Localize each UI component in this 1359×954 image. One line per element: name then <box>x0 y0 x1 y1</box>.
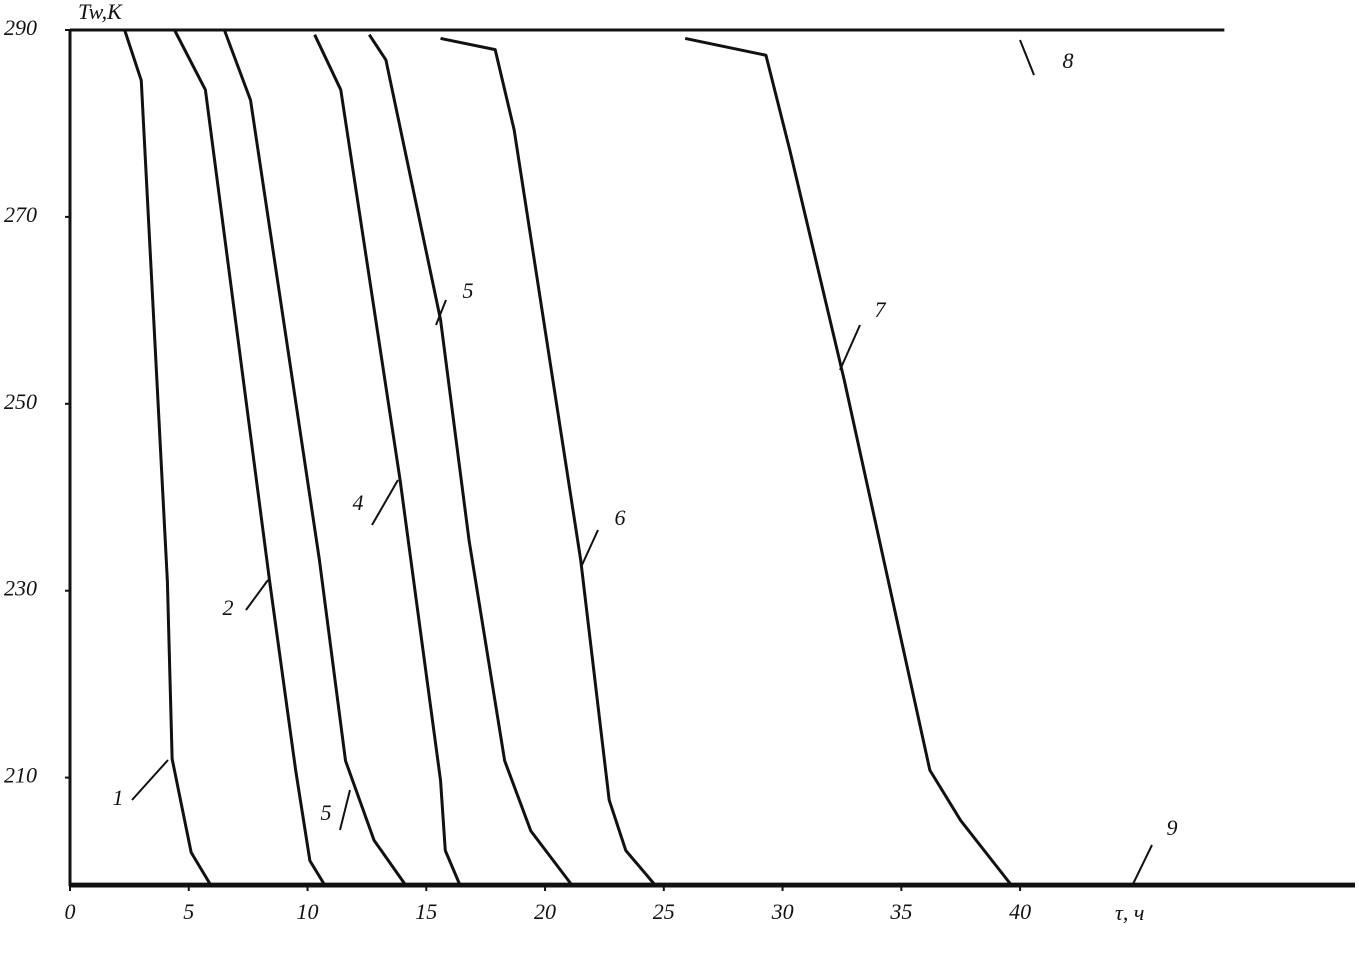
callout-leader <box>581 529 599 566</box>
y-tick-label: 210 <box>4 763 37 788</box>
y-tick-label: 290 <box>4 15 37 40</box>
series-line <box>440 36 656 886</box>
series-label: 5 <box>321 800 332 825</box>
y-tick-label: 230 <box>4 576 37 601</box>
x-tick-label: 0 <box>65 899 76 924</box>
x-tick-label: 20 <box>534 899 556 924</box>
series-line <box>222 29 407 885</box>
callout-leader <box>435 299 447 326</box>
y-axis-label: Tw,K <box>78 0 123 24</box>
series-line <box>368 33 573 886</box>
y-tick-label: 270 <box>4 202 37 227</box>
callout-leader <box>245 579 269 611</box>
callout-leader <box>839 324 861 371</box>
callout-leader <box>1132 844 1153 885</box>
series-label: 5 <box>463 278 474 303</box>
series-line <box>173 29 326 885</box>
series-label: 6 <box>615 505 626 530</box>
series-label: 2 <box>223 595 234 620</box>
series-label: 4 <box>353 490 364 515</box>
series-label: 7 <box>875 297 887 322</box>
x-tick-label: 35 <box>889 899 912 924</box>
y-tick-label: 250 <box>4 389 37 414</box>
callout-leader <box>371 479 399 526</box>
x-tick-label: 25 <box>653 899 675 924</box>
x-tick-label: 5 <box>183 899 194 924</box>
series-label: 1 <box>113 785 124 810</box>
x-tick-label: 15 <box>415 899 437 924</box>
series-label: 9 <box>1167 815 1178 840</box>
callout-leader <box>339 789 351 831</box>
series-line <box>684 36 1012 886</box>
series-line <box>313 34 461 885</box>
callout-leader <box>131 759 169 801</box>
x-tick-label: 40 <box>1009 899 1031 924</box>
series-label: 8 <box>1063 48 1074 73</box>
callout-leader <box>1019 39 1035 76</box>
x-axis-label: τ, ч <box>1115 900 1144 925</box>
x-tick-label: 30 <box>771 899 794 924</box>
series-line <box>123 29 212 885</box>
x-tick-label: 10 <box>297 899 319 924</box>
